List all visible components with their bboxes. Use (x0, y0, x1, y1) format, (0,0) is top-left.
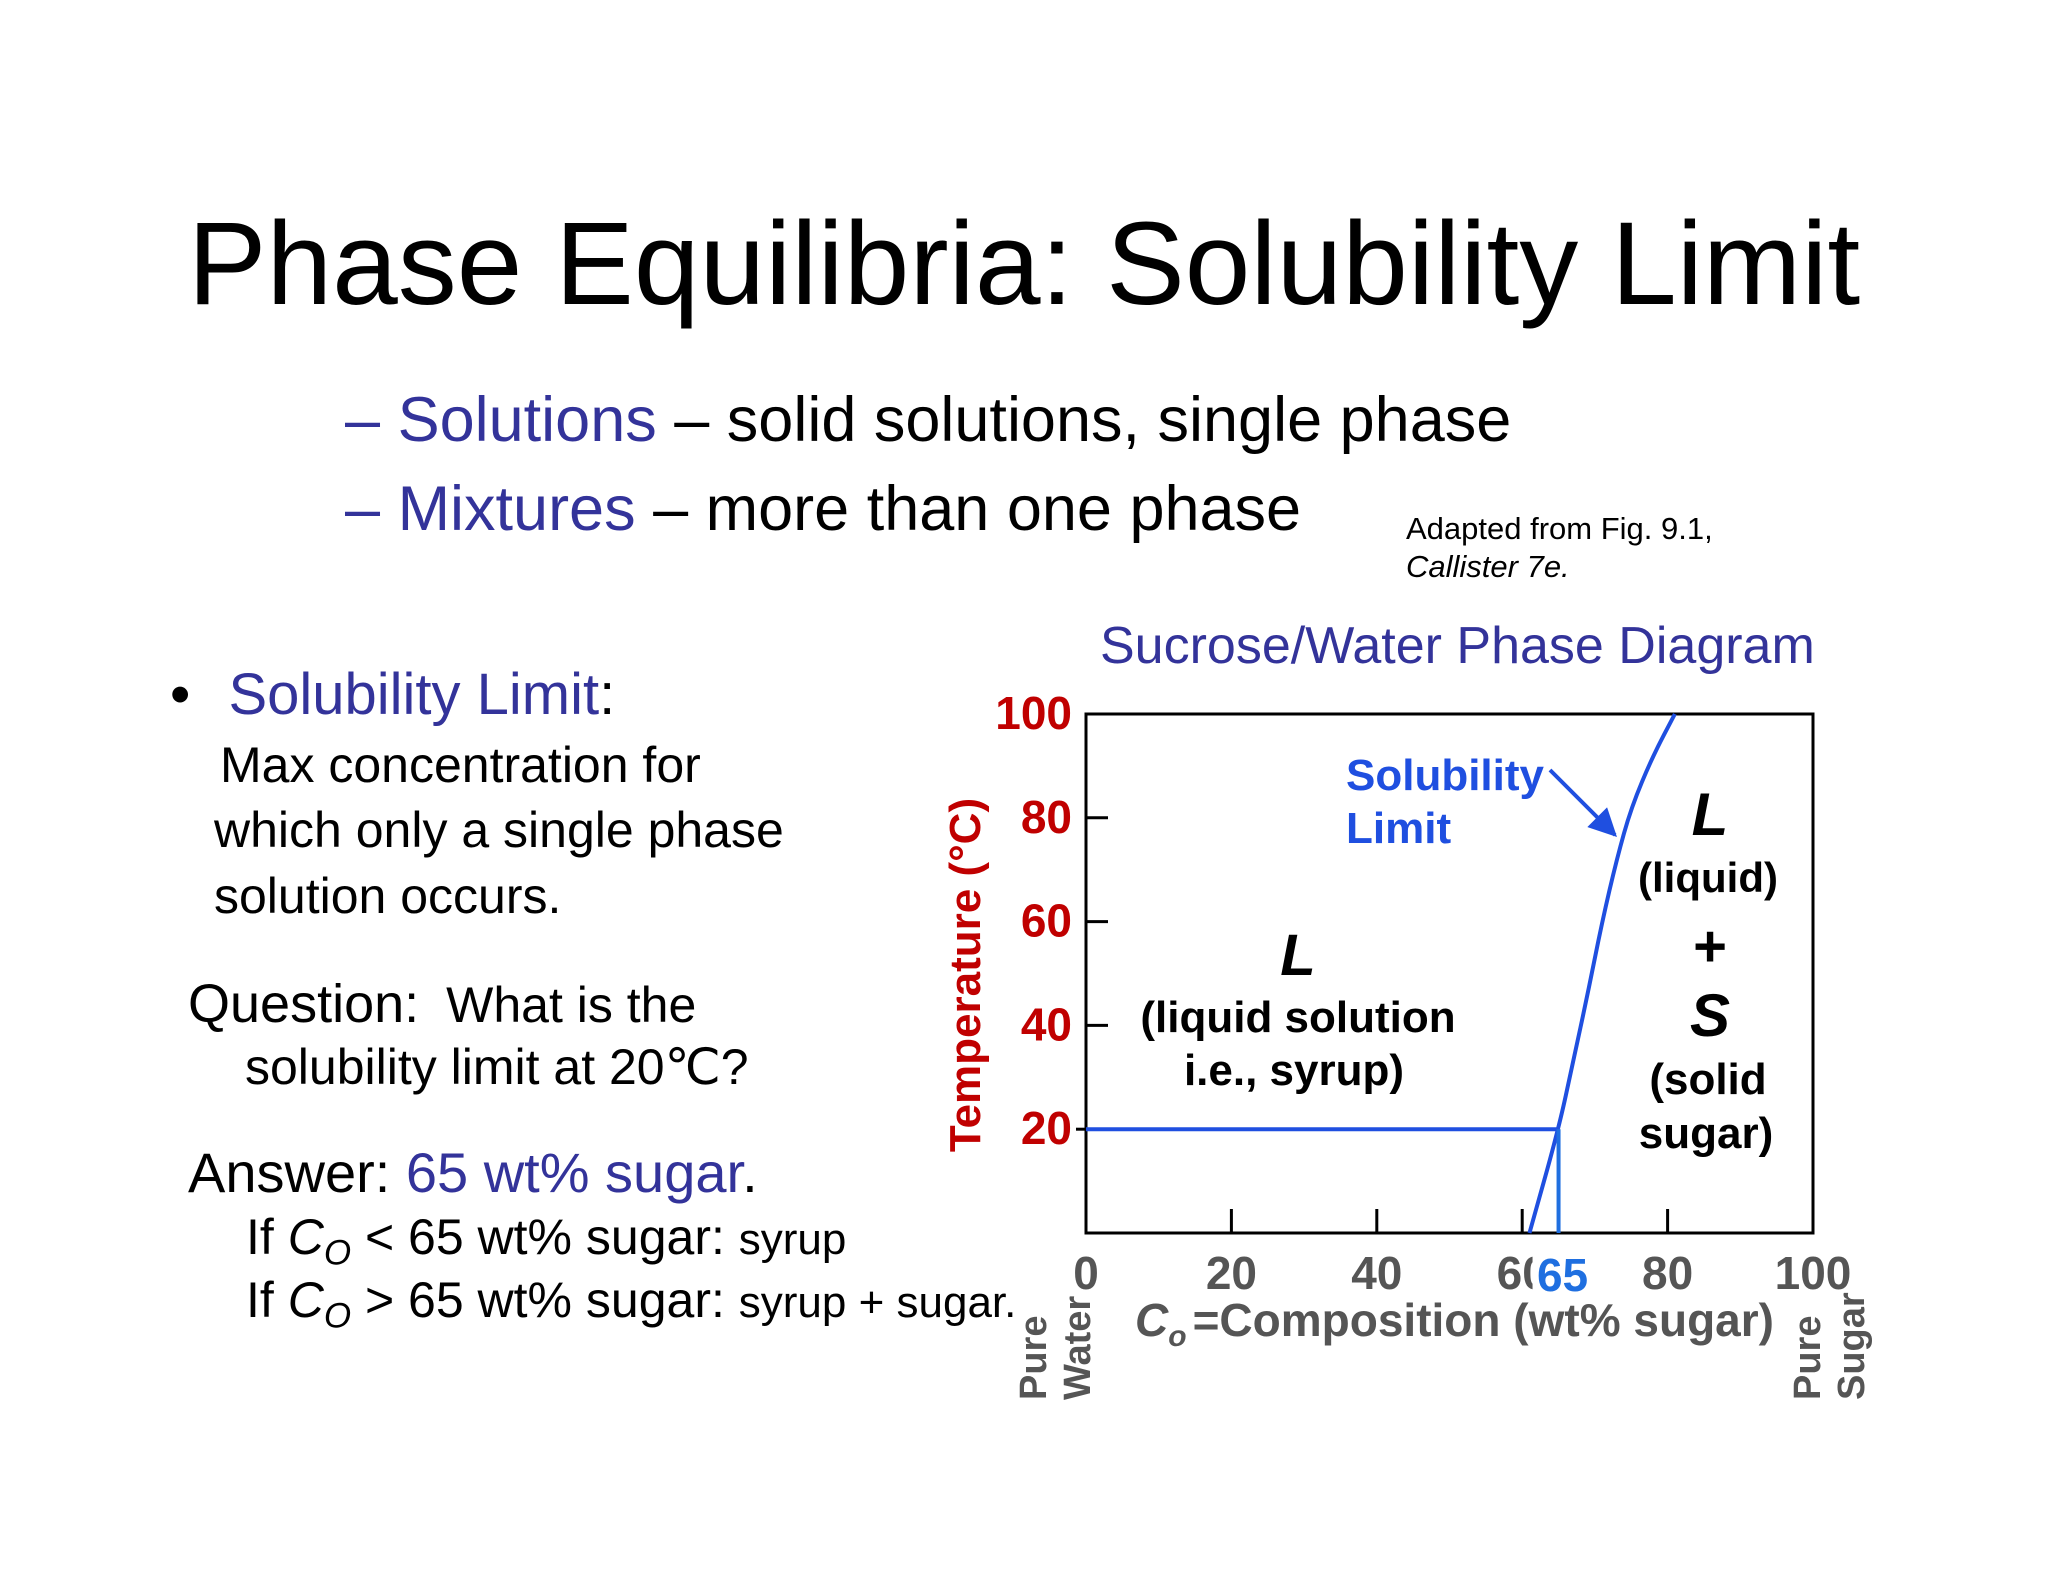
definition-line-2: which only a single phase (214, 802, 784, 858)
pure-water-label-1: Pure (1013, 1316, 1055, 1400)
highlight-label-bg (1532, 1245, 1595, 1301)
y-tick-label: 40 (1021, 998, 1072, 1050)
solubility-arrow (1548, 768, 1617, 837)
x-tick-label: 80 (1642, 1247, 1693, 1299)
region-ls-symbol-l: L (1692, 781, 1729, 848)
answer-value: 65 wt% sugar (405, 1141, 743, 1204)
y-axis-label: Temperature (°C) (941, 798, 990, 1152)
question-line2: solubility limit at 20℃? (245, 1039, 749, 1095)
x-tick-label: 0 (1073, 1247, 1099, 1299)
answer: Answer: 65 wt% sugar. (188, 1145, 758, 1201)
x-tick-label: 20 (1206, 1247, 1257, 1299)
answer-label: Answer: (188, 1141, 391, 1204)
highlight-label: 65 (1537, 1249, 1588, 1301)
credit-line1: Adapted from Fig. 9.1, (1406, 511, 1713, 546)
pure-sugar-label-2: Sugar (1831, 1292, 1873, 1400)
solubility-curve (1527, 713, 1677, 1234)
definition-heading: • Solubility Limit: (170, 666, 615, 724)
definition-line-1: Max concentration for (220, 737, 701, 793)
x-tick-label: 40 (1351, 1247, 1402, 1299)
chart-title: Sucrose/Water Phase Diagram (1100, 617, 1815, 675)
region-ls-solid-1: (solid (1649, 1055, 1766, 1104)
question: Question: What is the (188, 977, 696, 1031)
slide-title: Phase Equilibria: Solubility Limit (187, 198, 1861, 330)
solubility-limit-label-2: Limit (1346, 804, 1451, 853)
case2-result: syrup + sugar. (738, 1278, 1017, 1327)
case1-var: CO (287, 1209, 351, 1271)
case2-prefix: If (246, 1272, 274, 1328)
pure-water-label-2: Water (1057, 1296, 1099, 1400)
colon: : (599, 662, 616, 727)
case1-result: syrup (738, 1215, 847, 1264)
region-l-symbol: L (1280, 923, 1315, 988)
region-l-line-2: i.e., syrup) (1184, 1046, 1404, 1095)
dash: – (345, 474, 381, 544)
var-c: C (287, 1209, 324, 1265)
region-l-line-1: (liquid solution (1140, 993, 1455, 1042)
x-axis-label: Co =Composition (wt% sugar) (1135, 1294, 1774, 1353)
plot-frame (1084, 712, 1815, 1235)
desc-solutions: – solid solutions, single phase (674, 385, 1512, 455)
y-tick-label: 20 (1021, 1102, 1072, 1154)
figure-credit: Adapted from Fig. 9.1, Callister 7e. (1406, 510, 1713, 586)
solubility-limit-label-1: Solubility (1346, 751, 1545, 800)
term-solutions: Solutions (397, 385, 657, 455)
y-tick-label: 80 (1021, 791, 1072, 843)
answer-period: . (742, 1141, 758, 1204)
y-tick-label: 100 (995, 687, 1072, 739)
region-ls-liquid: (liquid) (1638, 854, 1778, 901)
region-ls-plus: + (1693, 914, 1727, 979)
bullet-dot: • (170, 662, 191, 727)
question-label: Question: (188, 974, 420, 1034)
term-mixtures: Mixtures (397, 474, 636, 544)
desc-mixtures: – more than one phase (653, 474, 1302, 544)
definition-line-3: solution occurs. (214, 868, 562, 924)
region-ls-symbol-s: S (1690, 982, 1730, 1049)
var-sub: O (323, 1233, 352, 1273)
term-solubility-limit: Solubility Limit (228, 662, 600, 727)
x-tick-label: 100 (1775, 1247, 1852, 1299)
dash: – (345, 385, 381, 455)
question-line1: What is the (446, 977, 697, 1033)
var-c: C (287, 1272, 324, 1328)
case1-prefix: If (246, 1209, 274, 1265)
case2-var: CO (287, 1272, 351, 1334)
y-tick-label: 60 (1021, 895, 1072, 947)
answer-case-1: If CO < 65 wt% sugar: syrup (246, 1212, 846, 1271)
answer-case-2: If CO > 65 wt% sugar: syrup + sugar. (246, 1275, 1016, 1334)
pure-sugar-label-1: Pure (1787, 1316, 1829, 1400)
case1-cond: < 65 wt% sugar: (364, 1209, 725, 1265)
credit-line2: Callister 7e. (1406, 549, 1570, 584)
region-ls-solid-2: sugar) (1639, 1109, 1773, 1158)
var-sub: O (323, 1296, 352, 1336)
bullet-solutions: – Solutions – solid solutions, single ph… (345, 389, 1511, 452)
case2-cond: > 65 wt% sugar: (364, 1272, 725, 1328)
bullet-mixtures: – Mixtures – more than one phase (345, 478, 1301, 541)
